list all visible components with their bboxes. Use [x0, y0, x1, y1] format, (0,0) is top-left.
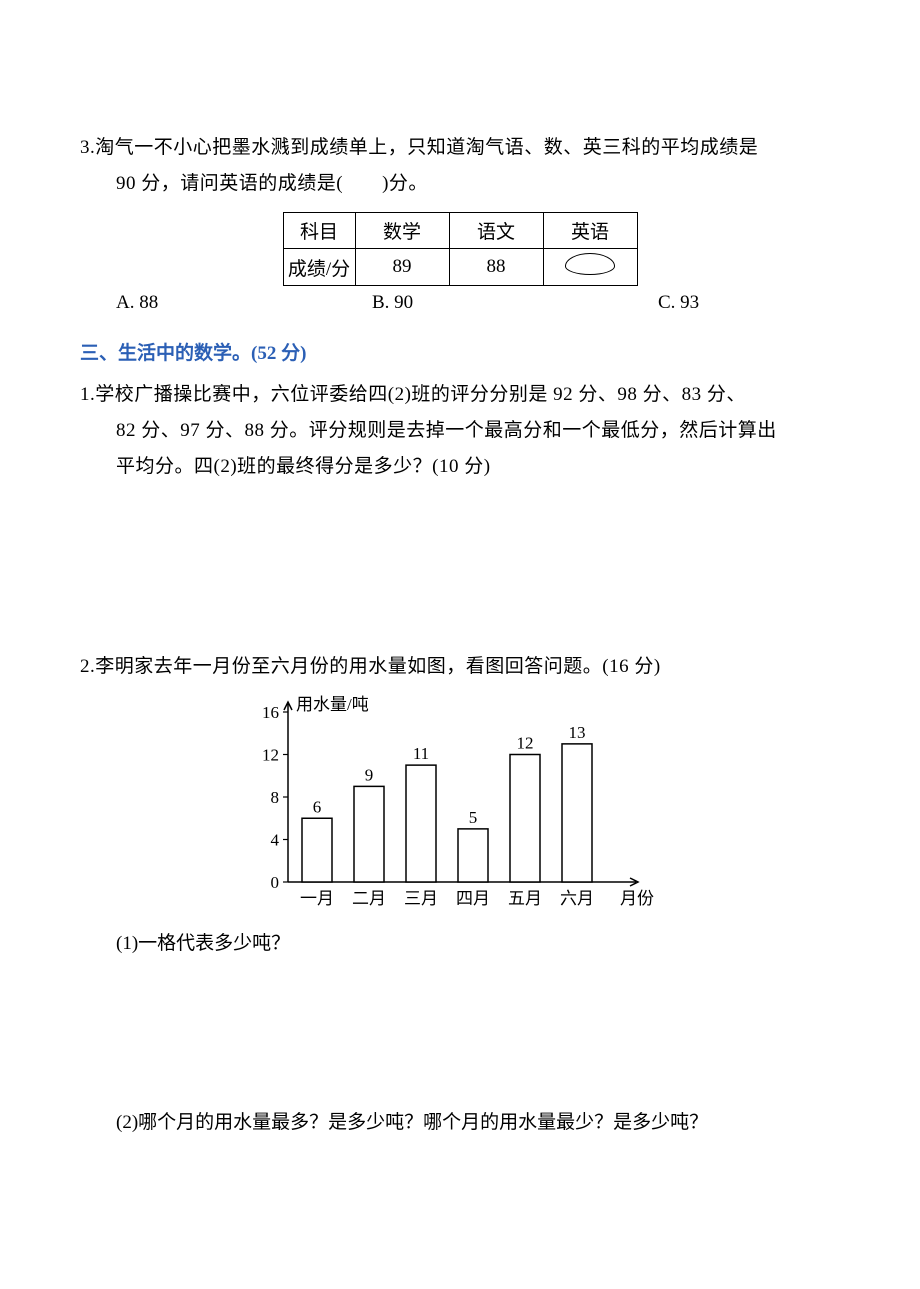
q3-line1: 3.淘气一不小心把墨水溅到成绩单上，只知道淘气语、数、英三科的平均成绩是 [80, 130, 840, 166]
score-table-wrap: 科目 数学 语文 英语 成绩/分 89 88 [80, 212, 840, 286]
answer-space [80, 955, 840, 1101]
question-3-2: 2.李明家去年一月份至六月份的用水量如图，看图回答问题。(16 分) 0 4 8 12… [80, 649, 840, 1133]
svg-text:月份: 月份 [620, 889, 654, 908]
question-3-1: 1.学校广播操比赛中，六位评委给四(2)班的评分分别是 92 分、98 分、83… [80, 377, 840, 485]
svg-text:三月: 三月 [404, 889, 438, 908]
svg-text:11: 11 [413, 744, 429, 763]
svg-text:4: 4 [271, 830, 280, 849]
score-table: 科目 数学 语文 英语 成绩/分 89 88 [283, 212, 638, 286]
svg-text:9: 9 [365, 765, 374, 784]
q31-num: 1. [80, 384, 95, 405]
q32-num: 2. [80, 656, 95, 677]
td-english-score [543, 249, 637, 286]
svg-text:16: 16 [262, 703, 279, 722]
td-math-score: 89 [355, 249, 449, 286]
svg-text:6: 6 [313, 797, 322, 816]
q32-sub1: (1)一格代表多少吨？ [80, 928, 840, 955]
section-3-header: 三、生活中的数学。(52 分) [80, 338, 840, 365]
svg-text:一月: 一月 [300, 889, 334, 908]
th-subject-label: 科目 [283, 213, 355, 249]
svg-text:二月: 二月 [352, 889, 386, 908]
svg-text:8: 8 [271, 788, 280, 807]
q31-text1: 学校广播操比赛中，六位评委给四(2)班的评分分别是 92 分、98 分、83 分… [95, 384, 746, 405]
table-row: 科目 数学 语文 英语 [283, 213, 637, 249]
q31-line1: 1.学校广播操比赛中，六位评委给四(2)班的评分分别是 92 分、98 分、83… [80, 377, 840, 413]
choice-a: A. 88 [116, 292, 372, 314]
q32-line1: 2.李明家去年一月份至六月份的用水量如图，看图回答问题。(16 分) [80, 649, 840, 685]
svg-text:5: 5 [469, 807, 478, 826]
question-3: 3.淘气一不小心把墨水溅到成绩单上，只知道淘气语、数、英三科的平均成绩是 90 … [80, 130, 840, 314]
answer-space [80, 509, 840, 649]
water-usage-bar-chart: 0 4 8 12 16 用水量/吨 6 一月 9 二月 11 三月 5 四月 12 五月 13 六月 月份 [242, 692, 678, 912]
svg-text:六月: 六月 [560, 889, 594, 908]
q3-text1: 淘气一不小心把墨水溅到成绩单上，只知道淘气语、数、英三科的平均成绩是 [95, 137, 758, 158]
svg-text:12: 12 [262, 745, 279, 764]
water-chart-container: 0 4 8 12 16 用水量/吨 6 一月 9 二月 11 三月 5 四月 12 五月 13 六月 月份 [80, 692, 840, 912]
td-score-label: 成绩/分 [283, 249, 355, 286]
svg-text:13: 13 [569, 722, 586, 741]
th-math: 数学 [355, 213, 449, 249]
svg-text:12: 12 [517, 733, 534, 752]
th-english: 英语 [543, 213, 637, 249]
q32-sub2: (2)哪个月的用水量最多？是多少吨？哪个月的用水量最少？是多少吨？ [80, 1107, 840, 1134]
svg-text:四月: 四月 [456, 889, 490, 908]
q31-line3: 平均分。四(2)班的最终得分是多少？(10 分) [80, 449, 840, 485]
svg-text:五月: 五月 [508, 889, 542, 908]
q3-num: 3. [80, 137, 95, 158]
q3-line2: 90 分，请问英语的成绩是( )分。 [80, 166, 840, 202]
td-chinese-score: 88 [449, 249, 543, 286]
q3-choices: A. 88 B. 90 C. 93 [80, 292, 840, 314]
th-chinese: 语文 [449, 213, 543, 249]
svg-text:0: 0 [271, 873, 280, 892]
choice-b: B. 90 [372, 292, 658, 314]
q31-line2: 82 分、97 分、88 分。评分规则是去掉一个最高分和一个最低分，然后计算出 [80, 413, 840, 449]
svg-text:用水量/吨: 用水量/吨 [296, 695, 369, 714]
q32-text1: 李明家去年一月份至六月份的用水量如图，看图回答问题。(16 分) [95, 656, 660, 677]
ink-blot-icon [565, 253, 615, 275]
choice-c: C. 93 [658, 292, 840, 314]
table-row: 成绩/分 89 88 [283, 249, 637, 286]
